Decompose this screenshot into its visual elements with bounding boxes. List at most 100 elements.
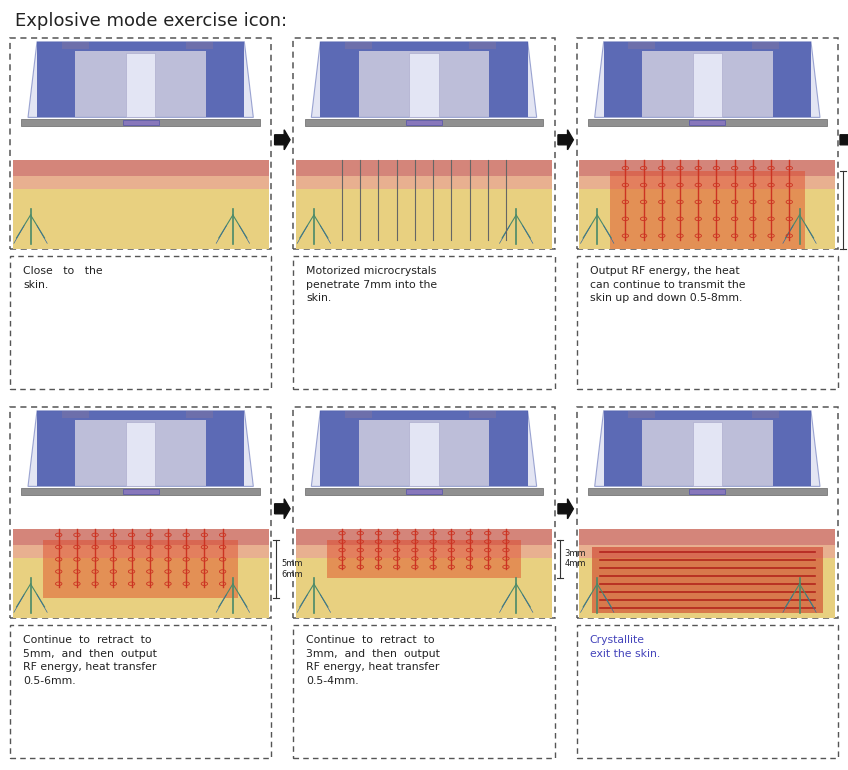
Bar bbox=[577, 624, 838, 758]
Bar bbox=[186, 411, 213, 418]
Bar bbox=[293, 624, 555, 758]
Bar bbox=[610, 171, 805, 249]
Polygon shape bbox=[594, 42, 820, 117]
Polygon shape bbox=[28, 42, 254, 117]
Bar bbox=[126, 53, 155, 117]
Bar bbox=[773, 51, 811, 117]
Bar bbox=[406, 489, 442, 494]
Text: Explosive mode exercise icon:: Explosive mode exercise icon: bbox=[15, 12, 287, 30]
Bar bbox=[588, 119, 827, 126]
Polygon shape bbox=[28, 410, 254, 487]
Polygon shape bbox=[311, 42, 537, 117]
Bar bbox=[321, 42, 527, 51]
Bar bbox=[410, 53, 438, 117]
Bar bbox=[13, 176, 269, 189]
Bar bbox=[13, 545, 269, 558]
Bar bbox=[604, 51, 642, 117]
Bar bbox=[62, 42, 89, 49]
Bar bbox=[489, 51, 527, 117]
Bar bbox=[406, 119, 442, 126]
Bar bbox=[579, 558, 835, 618]
Bar bbox=[345, 411, 372, 418]
Text: Continue  to  retract  to
3mm,  and  then  output
RF energy, heat transfer
0.5-4: Continue to retract to 3mm, and then out… bbox=[306, 635, 440, 686]
Bar bbox=[62, 411, 89, 418]
Bar bbox=[123, 489, 159, 494]
Bar bbox=[642, 51, 773, 117]
Bar bbox=[579, 160, 835, 176]
Bar bbox=[10, 38, 271, 249]
Bar bbox=[693, 422, 722, 487]
Bar bbox=[10, 256, 271, 389]
FancyArrow shape bbox=[275, 130, 290, 150]
Bar bbox=[579, 189, 835, 249]
Bar bbox=[577, 38, 838, 249]
Bar bbox=[321, 410, 527, 420]
Bar bbox=[592, 547, 823, 613]
Bar bbox=[21, 487, 260, 495]
Bar bbox=[123, 119, 159, 126]
Bar bbox=[304, 487, 544, 495]
Bar bbox=[10, 407, 271, 618]
Bar bbox=[628, 42, 656, 49]
Bar bbox=[579, 176, 835, 189]
Bar bbox=[359, 420, 489, 487]
Bar bbox=[293, 407, 555, 618]
Text: Crystallite
exit the skin.: Crystallite exit the skin. bbox=[589, 635, 660, 659]
Text: 5mm
6mm: 5mm 6mm bbox=[282, 559, 303, 578]
Bar bbox=[13, 558, 269, 618]
Bar bbox=[604, 420, 642, 487]
Bar bbox=[689, 489, 725, 494]
Bar bbox=[304, 119, 544, 126]
Text: Motorized microcrystals
penetrate 7mm into the
skin.: Motorized microcrystals penetrate 7mm in… bbox=[306, 266, 438, 303]
Bar bbox=[37, 420, 75, 487]
Bar bbox=[604, 42, 811, 51]
Bar bbox=[588, 487, 827, 495]
Bar bbox=[752, 411, 779, 418]
Bar bbox=[10, 624, 271, 758]
Text: Continue  to  retract  to
5mm,  and  then  output
RF energy, heat transfer
0.5-6: Continue to retract to 5mm, and then out… bbox=[23, 635, 157, 686]
Text: 3mm
4mm: 3mm 4mm bbox=[565, 549, 586, 568]
Bar bbox=[37, 410, 244, 420]
Bar bbox=[75, 51, 206, 117]
Bar bbox=[126, 422, 155, 487]
Bar bbox=[642, 420, 773, 487]
Bar bbox=[37, 42, 244, 51]
Bar bbox=[321, 420, 359, 487]
Bar bbox=[579, 529, 835, 545]
Bar bbox=[604, 410, 811, 420]
Bar bbox=[345, 42, 372, 49]
Bar bbox=[206, 51, 244, 117]
Bar bbox=[693, 53, 722, 117]
Bar bbox=[689, 119, 725, 126]
FancyArrow shape bbox=[840, 130, 848, 150]
Bar bbox=[293, 256, 555, 389]
Bar bbox=[296, 529, 552, 545]
Bar bbox=[752, 42, 779, 49]
Bar bbox=[469, 411, 496, 418]
Bar bbox=[628, 411, 656, 418]
Bar bbox=[489, 420, 527, 487]
FancyArrow shape bbox=[558, 130, 573, 150]
Bar bbox=[296, 160, 552, 176]
Bar bbox=[21, 119, 260, 126]
Bar bbox=[293, 38, 555, 249]
FancyArrow shape bbox=[558, 499, 573, 519]
Bar bbox=[577, 256, 838, 389]
Bar bbox=[296, 558, 552, 618]
Bar bbox=[579, 545, 835, 558]
FancyArrow shape bbox=[275, 499, 290, 519]
Bar bbox=[326, 540, 522, 578]
Bar bbox=[296, 545, 552, 558]
Bar bbox=[469, 42, 496, 49]
Bar bbox=[577, 407, 838, 618]
Bar bbox=[296, 176, 552, 189]
Bar bbox=[13, 529, 269, 545]
Bar bbox=[37, 51, 75, 117]
Bar bbox=[359, 51, 489, 117]
Bar bbox=[43, 540, 238, 598]
Text: Output RF energy, the heat
can continue to transmit the
skin up and down 0.5-8mm: Output RF energy, the heat can continue … bbox=[589, 266, 745, 303]
Polygon shape bbox=[311, 410, 537, 487]
Polygon shape bbox=[594, 410, 820, 487]
Bar bbox=[13, 160, 269, 176]
Bar bbox=[186, 42, 213, 49]
